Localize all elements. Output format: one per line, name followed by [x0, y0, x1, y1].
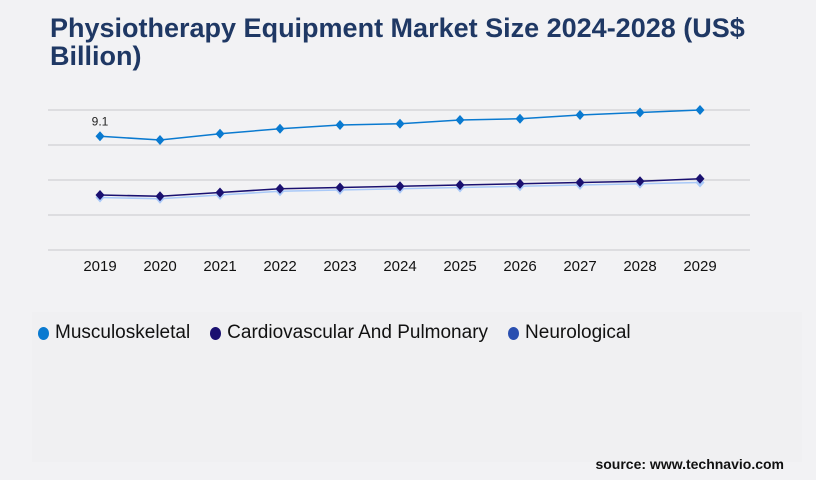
legend-item: Neurological [508, 322, 631, 344]
legend-item: Cardiovascular And Pulmonary [210, 322, 488, 344]
data-point [95, 131, 105, 142]
x-tick-label: 2023 [323, 258, 356, 275]
x-tick-label: 2027 [563, 258, 596, 275]
data-point [455, 180, 465, 190]
data-label: 9.1 [92, 114, 109, 128]
legend-item: Musculoskeletal [38, 322, 190, 344]
data-point [515, 113, 525, 124]
legend-panel [32, 312, 802, 462]
chart-title: Physiotherapy Equipment Market Size 2024… [50, 13, 745, 71]
data-point [155, 135, 165, 145]
data-point [275, 123, 285, 134]
legend: Musculoskeletal Cardiovascular And Pulmon… [38, 322, 631, 344]
line-chart: 2019 2020 2021 2022 2023 2024 2025 2026 2027 2028… [48, 105, 750, 275]
legend-marker-icon [38, 326, 49, 340]
legend-label: Neurological [525, 322, 631, 343]
data-point [95, 190, 105, 200]
legend-label: Musculoskeletal [55, 322, 191, 343]
source-text: source: www.technavio.com [595, 456, 784, 472]
x-tick-label: 2026 [503, 258, 536, 275]
legend-marker-icon [508, 326, 520, 340]
data-point [275, 183, 285, 194]
data-point [635, 107, 645, 118]
x-tick-label: 2029 [683, 258, 716, 275]
legend-label: Cardiovascular And Pulmonary [227, 322, 489, 343]
data-point [395, 118, 405, 129]
data-point [695, 173, 705, 184]
data-point [695, 105, 705, 115]
data-point [575, 110, 585, 120]
x-tick-label: 2019 [83, 258, 116, 275]
data-point [215, 187, 225, 198]
data-point [335, 182, 345, 193]
data-point [455, 115, 465, 125]
x-tick-label: 2024 [383, 258, 416, 275]
x-tick-label: 2028 [623, 258, 656, 275]
x-tick-label: 2021 [203, 258, 236, 275]
data-point [335, 120, 345, 130]
legend-marker-icon [210, 326, 222, 340]
data-point [395, 181, 405, 192]
x-tick-label: 2022 [263, 258, 296, 275]
x-tick-label: 2020 [143, 258, 176, 275]
data-point [155, 191, 165, 202]
data-point [515, 178, 525, 189]
data-point [635, 176, 645, 187]
data-point [575, 177, 585, 188]
data-point [215, 128, 225, 139]
x-tick-label: 2025 [443, 258, 476, 275]
